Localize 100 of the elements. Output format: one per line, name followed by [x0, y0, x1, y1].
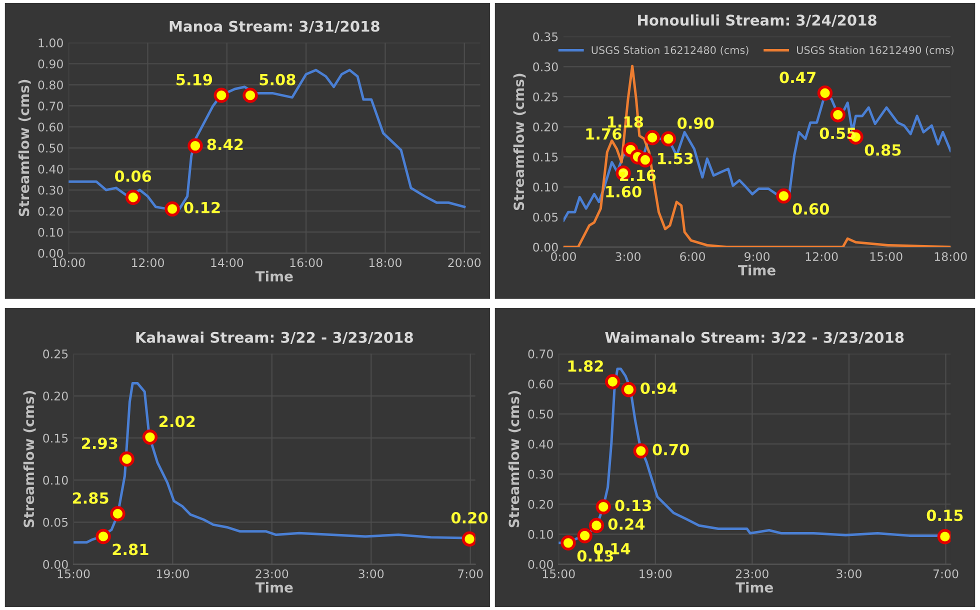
y-tick-label: 0.20 [38, 206, 63, 216]
y-tick-label: 0.50 [528, 410, 553, 419]
y-tick-label: 0.00 [528, 560, 553, 569]
y-tick-label: 0.70 [528, 350, 553, 358]
point [577, 528, 592, 544]
legend-label: USGS Station 16212480 (cms) [592, 46, 748, 56]
point [462, 531, 476, 547]
annotation: 0.85 [864, 144, 901, 156]
annotation: 5.08 [260, 74, 296, 86]
point [96, 528, 111, 544]
chart-title: Manoa Stream: 3/31/2018 [170, 20, 380, 33]
annotation: 0.60 [792, 203, 830, 215]
point [605, 374, 620, 390]
y-tick-label: 0.10 [38, 228, 63, 237]
y-tick-label: 0.40 [528, 440, 553, 449]
annotation: 0.15 [926, 510, 963, 522]
y-tick-label: 0.60 [528, 380, 553, 389]
annotation: 2.85 [72, 492, 108, 504]
y-tick-label: 0.20 [528, 500, 553, 509]
y-tick-label: 0.35 [533, 32, 558, 42]
point [110, 506, 126, 522]
legend-label: USGS Station 16212490 (cms) [797, 46, 954, 56]
chart-title: Honouliuli Stream: 3/24/2018 [638, 14, 876, 27]
point [242, 88, 258, 103]
x-tick-label: 23:00 [736, 569, 768, 578]
point [644, 130, 660, 146]
y-tick-label: 0.70 [38, 102, 63, 110]
line-series [564, 64, 951, 248]
point [660, 131, 676, 146]
point [119, 451, 134, 467]
x-tick-label: 12:00 [132, 258, 164, 268]
x-tick-label: 19:00 [640, 569, 672, 578]
y-tick-label: 1.00 [38, 38, 63, 48]
x-tick-label: 20:00 [448, 258, 481, 268]
y-tick-label: 0.60 [38, 122, 63, 132]
annotation: 0.24 [608, 518, 645, 530]
y-tick-label: 0.10 [528, 530, 553, 539]
point [588, 518, 604, 534]
x-axis-title: Time [255, 582, 293, 593]
point [164, 201, 180, 217]
x-tick-label: 23:00 [256, 569, 288, 578]
x-tick-label: 9:00 [744, 252, 770, 262]
y-tick-label: 0.80 [38, 80, 63, 90]
y-tick-label: 0.30 [533, 62, 558, 72]
annotation: 2.02 [160, 416, 195, 428]
x-tick-label: 0:00 [551, 252, 576, 262]
x-tick-label: 14:00 [211, 258, 244, 268]
x-tick-label: 18:00 [370, 258, 402, 268]
y-tick-label: 0.10 [533, 182, 558, 192]
x-axis-title: Time [255, 270, 293, 282]
y-tick-label: 0.00 [38, 248, 63, 258]
y-tick-label: 0.25 [533, 92, 558, 102]
point [937, 528, 951, 544]
annotation: 1.60 [606, 186, 642, 198]
x-tick-label: 19:00 [156, 569, 189, 578]
point [621, 382, 636, 398]
x-tick-label: 3:00 [836, 569, 862, 578]
annotation: 0.90 [678, 117, 714, 129]
chart-title: Kahawai Stream: 3/22 - 3/23/2018 [136, 332, 413, 344]
y-tick-label: 0.90 [38, 59, 63, 68]
annotation: 2.81 [112, 544, 148, 556]
y-tick-label: 0.20 [43, 392, 68, 401]
y-tick-label: 0.00 [533, 242, 558, 252]
annotation: 0.20 [451, 512, 488, 524]
y-tick-label: 0.10 [43, 476, 68, 485]
y-tick-label: 0.00 [43, 560, 68, 569]
annotation: 1.53 [658, 152, 693, 164]
y-axis-title: Streamflow (cms) [23, 391, 36, 528]
x-axis-title: Time [738, 264, 776, 276]
point [817, 86, 833, 101]
point [830, 107, 846, 122]
x-tick-label: 10:00 [52, 258, 85, 268]
annotation: 0.06 [114, 170, 152, 182]
chart-title: Waimanalo Stream: 3/22 - 3/23/2018 [605, 332, 904, 344]
point [638, 152, 653, 168]
point [596, 499, 611, 514]
y-tick-label: 0.30 [528, 470, 553, 479]
x-tick-label: 3:00 [616, 252, 640, 262]
y-axis-title: Streamflow (cms) [513, 74, 526, 210]
point [142, 430, 158, 445]
point [188, 138, 203, 154]
y-tick-label: 0.20 [533, 122, 558, 132]
y-tick-label: 0.05 [533, 212, 558, 222]
y-axis-title: Streamflow (cms) [18, 80, 31, 216]
x-tick-label: 12:00 [806, 252, 838, 262]
annotation: 0.94 [640, 382, 677, 394]
point [776, 188, 792, 204]
point [126, 190, 141, 205]
annotation: 8.42 [207, 138, 243, 150]
point [560, 535, 576, 551]
x-tick-label: 16:00 [290, 258, 322, 268]
y-tick-label: 0.05 [43, 518, 68, 527]
x-tick-label: 18:00 [934, 252, 967, 262]
point [633, 443, 648, 459]
annotation: 0.12 [184, 202, 220, 214]
y-tick-label: 0.40 [38, 164, 63, 174]
x-tick-label: 15:00 [870, 252, 902, 262]
y-tick-label: 0.30 [38, 186, 63, 195]
y-tick-label: 0.50 [38, 144, 63, 153]
point [214, 88, 229, 103]
